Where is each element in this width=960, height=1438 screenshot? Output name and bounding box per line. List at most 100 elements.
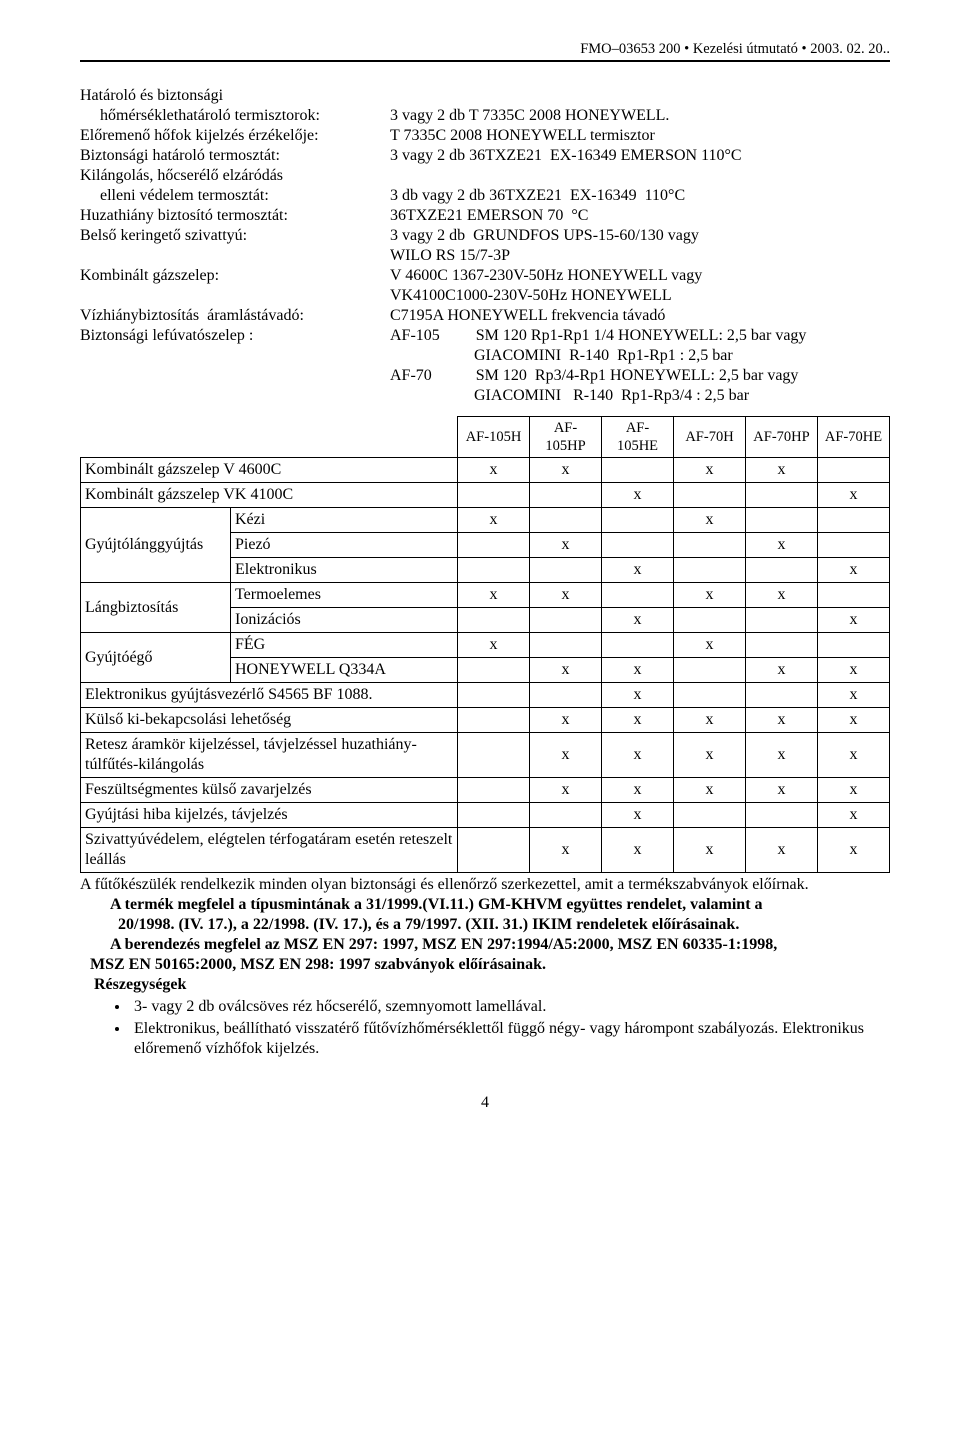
column-header: AF-70HE: [818, 417, 890, 458]
document-page: FMO–03653 200 • Kezelési útmutató • 2003…: [0, 0, 960, 1153]
matrix-cell: x: [530, 658, 602, 683]
matrix-cell: [458, 558, 530, 583]
spec-row: Kombinált gázszelep:V 4600C 1367-230V-50…: [80, 266, 890, 306]
matrix-cell: x: [818, 683, 890, 708]
matrix-cell: [458, 683, 530, 708]
matrix-cell: [458, 533, 530, 558]
matrix-cell: x: [530, 708, 602, 733]
row-sublabel: FÉG: [231, 633, 458, 658]
matrix-cell: x: [602, 828, 674, 873]
matrix-cell: [458, 483, 530, 508]
matrix-cell: [746, 558, 818, 583]
matrix-cell: x: [818, 608, 890, 633]
row-label: Elektronikus gyújtásvezérlő S4565 BF 108…: [81, 683, 458, 708]
matrix-cell: [458, 708, 530, 733]
row-sublabel: Termoelemes: [231, 583, 458, 608]
matrix-cell: [674, 533, 746, 558]
table-row: Külső ki-bekapcsolási lehetőségxxxxx: [81, 708, 890, 733]
matrix-cell: [458, 658, 530, 683]
spec-label: Belső keringető szivattyú:: [80, 226, 390, 246]
matrix-cell: [746, 483, 818, 508]
matrix-cell: x: [746, 533, 818, 558]
matrix-cell: x: [818, 778, 890, 803]
matrix-cell: x: [746, 778, 818, 803]
matrix-cell: x: [818, 708, 890, 733]
matrix-cell: [818, 633, 890, 658]
table-row: Retesz áramkör kijelzéssel, távjelzéssel…: [81, 733, 890, 778]
matrix-cell: [818, 583, 890, 608]
table-row: Kombinált gázszelep V 4600Cxxxx: [81, 458, 890, 483]
column-header: AF-70H: [674, 417, 746, 458]
spec-label: Huzathiány biztosító termosztát:: [80, 206, 390, 226]
spec-row: Határoló és biztonsági: [80, 86, 890, 106]
matrix-cell: [818, 458, 890, 483]
matrix-cell: x: [674, 733, 746, 778]
note-line: MSZ EN 50165:2000, MSZ EN 298: 1997 szab…: [80, 955, 890, 975]
matrix-cell: x: [674, 633, 746, 658]
matrix-cell: x: [602, 608, 674, 633]
matrix-cell: [602, 508, 674, 533]
spec-value: 3 vagy 2 db T 7335C 2008 HONEYWELL.: [390, 106, 890, 126]
matrix-cell: x: [746, 708, 818, 733]
matrix-cell: x: [602, 658, 674, 683]
matrix-cell: [674, 558, 746, 583]
matrix-cell: [530, 633, 602, 658]
table-row: GyújtóégőFÉGxx: [81, 633, 890, 658]
matrix-cell: x: [818, 483, 890, 508]
table-row: Kombinált gázszelep VK 4100Cxx: [81, 483, 890, 508]
spec-label: Vízhiánybiztosítás áramlástávadó:: [80, 306, 390, 326]
row-label: Feszültségmentes külső zavarjelzés: [81, 778, 458, 803]
spec-row: Biztonsági határoló termosztát:3 vagy 2 …: [80, 146, 890, 166]
notes-block: A fűtőkészülék rendelkezik minden olyan …: [80, 875, 890, 1059]
column-header: AF-105HP: [530, 417, 602, 458]
matrix-cell: [458, 733, 530, 778]
matrix-cell: x: [458, 458, 530, 483]
matrix-cell: x: [530, 828, 602, 873]
matrix-cell: x: [530, 533, 602, 558]
bullet-list: 3- vagy 2 db oválcsöves réz hőcserélő, s…: [80, 997, 890, 1059]
matrix-cell: x: [746, 828, 818, 873]
row-group-label: Gyújtóégő: [81, 633, 231, 683]
note-line: A berendezés megfelel az MSZ EN 297: 199…: [80, 935, 890, 955]
spec-value: AF-105 SM 120 Rp1-Rp1 1/4 HONEYWELL: 2,5…: [390, 326, 890, 406]
column-header: AF-70HP: [746, 417, 818, 458]
matrix-cell: x: [530, 778, 602, 803]
matrix-cell: [458, 828, 530, 873]
matrix-cell: [602, 633, 674, 658]
spec-value: V 4600C 1367-230V-50Hz HONEYWELL vagy VK…: [390, 266, 890, 306]
spec-value: 36TXZE21 EMERSON 70 °C: [390, 206, 890, 226]
spec-row: Vízhiánybiztosítás áramlástávadó:C7195A …: [80, 306, 890, 326]
matrix-cell: [530, 608, 602, 633]
matrix-cell: [530, 483, 602, 508]
matrix-cell: [818, 508, 890, 533]
matrix-cell: x: [530, 733, 602, 778]
matrix-cell: [458, 608, 530, 633]
matrix-cell: [746, 683, 818, 708]
matrix-cell: x: [458, 633, 530, 658]
matrix-cell: x: [674, 508, 746, 533]
matrix-cell: [674, 608, 746, 633]
spec-label: Biztonsági lefúvatószelep :: [80, 326, 390, 346]
table-row: Szivattyúvédelem, elégtelen térfogatáram…: [81, 828, 890, 873]
row-label: Külső ki-bekapcsolási lehetőség: [81, 708, 458, 733]
matrix-cell: [602, 533, 674, 558]
spec-label: Biztonsági határoló termosztát:: [80, 146, 390, 166]
spec-row: elleni védelem termosztát:3 db vagy 2 db…: [80, 186, 890, 206]
spec-label: hőmérséklethatároló termisztorok:: [80, 106, 390, 126]
row-sublabel: Kézi: [231, 508, 458, 533]
table-row: Elektronikus gyújtásvezérlő S4565 BF 108…: [81, 683, 890, 708]
note-line: A fűtőkészülék rendelkezik minden olyan …: [80, 875, 890, 895]
spec-list: Határoló és biztonsági hőmérséklethatáro…: [80, 86, 890, 406]
row-sublabel: Ionizációs: [231, 608, 458, 633]
matrix-cell: x: [746, 458, 818, 483]
matrix-cell: [530, 803, 602, 828]
matrix-cell: x: [818, 733, 890, 778]
matrix-cell: [746, 633, 818, 658]
matrix-cell: [530, 683, 602, 708]
note-heading: Részegységek: [80, 975, 890, 995]
matrix-cell: x: [746, 658, 818, 683]
spec-label: elleni védelem termosztát:: [80, 186, 390, 206]
page-header: FMO–03653 200 • Kezelési útmutató • 2003…: [80, 40, 890, 60]
row-sublabel: Piezó: [231, 533, 458, 558]
matrix-cell: x: [530, 458, 602, 483]
